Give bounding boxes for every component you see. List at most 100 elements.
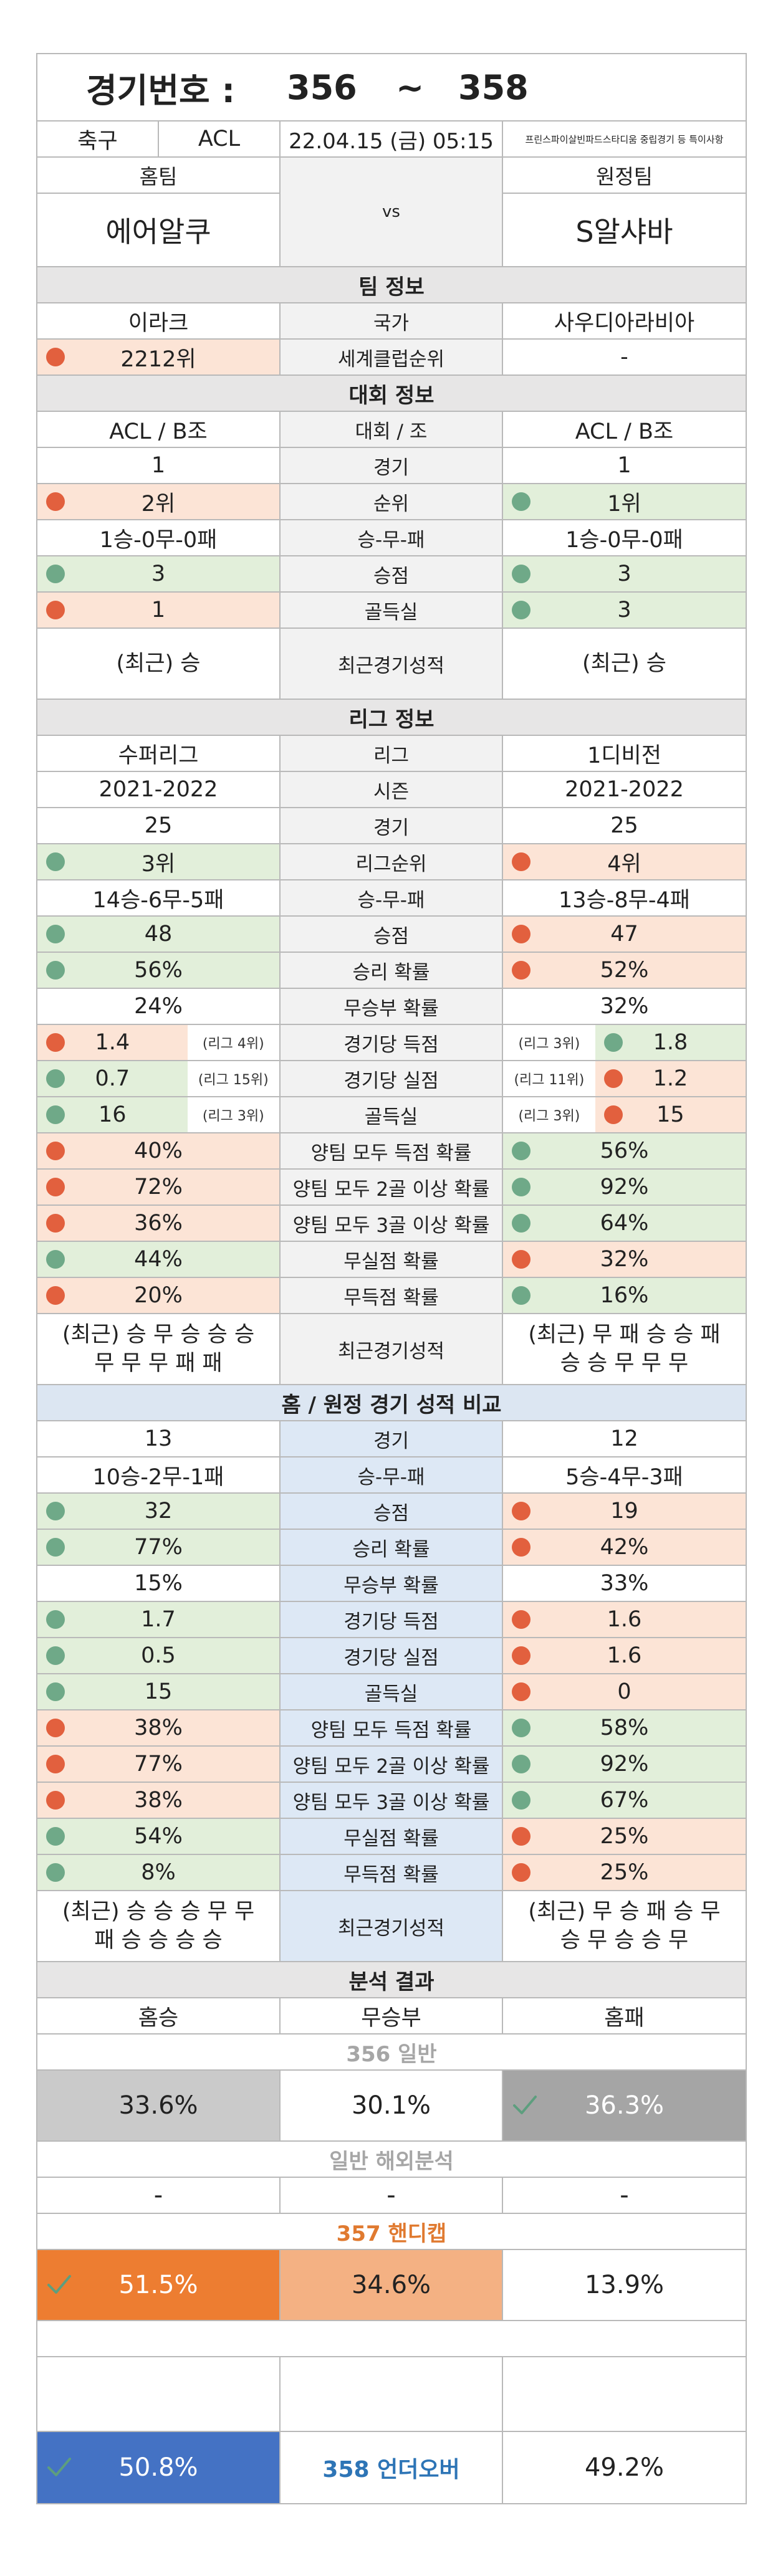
stat-label: 무득점 확률 [281,1855,503,1890]
status-dot [46,1791,65,1810]
probability-text: 13.9% [584,2271,665,2299]
value-text: 44% [134,1247,183,1272]
away-value: 92% [503,1747,746,1782]
stat-label: 골득실 [281,1097,503,1132]
row: 0.7 (리그 15위) 경기당 실점 (리그 11위) 1.2 [37,1061,746,1097]
status-dot [46,961,65,980]
row: 50.8% 358 언더오버 49.2% [37,2432,746,2503]
value-text: ACL / B조 [575,419,674,444]
value-text: 25% [600,1824,649,1849]
value-text: 사우디아라비아 [554,310,695,336]
check-icon [513,2096,537,2114]
away-value: 4위 [503,844,746,879]
away-column: 원정팀 S알샤바 [503,158,746,266]
recent-form: (최근) 승 [116,649,200,678]
check-icon [47,2275,71,2294]
status-dot [46,1178,65,1196]
probability-cell: 36.3% [503,2071,746,2140]
row: 축구 ACL 22.04.15 (금) 05:15 프린스파이살빈파드스타디움 중립경… [37,122,746,158]
value-text: 92% [600,1175,649,1200]
value-text: 77% [134,1752,183,1777]
value-part: 1.4 [37,1025,188,1060]
value-text: 77% [134,1535,183,1560]
status-dot [512,1250,531,1269]
away-value: 1승-0무-0패 [503,520,746,555]
status-dot [46,1538,65,1557]
home-value: 40% [37,1133,281,1168]
home-value: 8% [37,1855,281,1890]
block-title: 357 핸디캡 [336,2221,447,2246]
value-text: 4위 [607,851,641,877]
home-value: 13 [37,1421,281,1456]
value-text: 67% [600,1788,649,1813]
value-text: 3 [617,598,631,623]
value-text: 32% [600,994,649,1019]
section-header: 대회 정보 [37,376,746,411]
match-info: 프린스파이살빈파드스타디움 중립경기 등 특이사항 [525,133,724,145]
section-header: 리그 정보 [37,700,746,735]
row [37,2357,746,2432]
value-text: 15 [144,1679,173,1704]
stat-label: 최근경기성적 [281,1314,503,1384]
probability-text: - [153,2181,163,2210]
row: 8% 무득점 확률 25% [37,1855,746,1891]
result-column: 홈승 [37,1998,281,2033]
away-value: - [503,340,746,374]
value-text: 56% [600,1138,649,1163]
status-dot [512,852,531,871]
status-dot [512,1214,531,1233]
stat-label: 무득점 확률 [281,1278,503,1313]
stat-label: 승점 [281,556,503,591]
probability-text: - [620,2181,629,2210]
status-dot [46,492,65,511]
match-info: 축구 [37,122,159,156]
home-value: 3 [37,556,281,591]
stat-label: 양팀 모두 3골 이상 확률 [281,1783,503,1818]
home-team: 에어알쿠 [105,215,211,249]
value-text: 2위 [141,491,176,517]
row: 3위 리그순위 4위 [37,844,746,880]
value-text: 10승-2무-1패 [92,1464,224,1490]
probability-text: 30.1% [351,2091,431,2120]
stat-label: 경기당 득점 [281,1602,503,1637]
stat-label: 경기 [281,1421,503,1456]
row: 48 승점 47 [37,917,746,953]
form-line: 무 무 무 패 패 [94,1351,223,1376]
league-rank-note: (리그 15위) [198,1072,269,1088]
league-rank-note: (리그 3위) [518,1036,580,1052]
home-value: 1 [37,593,281,627]
away-value: 19 [503,1494,746,1529]
value-text: 15 [656,1102,684,1127]
row: 20% 무득점 확률 16% [37,1278,746,1314]
row: 38% 양팀 모두 3골 이상 확률 67% [37,1783,746,1819]
value-text: 1승-0무-0패 [565,527,683,553]
value-part: 15 [595,1097,746,1132]
value-text: 32 [144,1499,173,1524]
stat-label: 승리 확률 [281,953,503,988]
stat-label: 경기 [281,448,503,483]
match-info: 22.04.15 (금) 05:15 [281,122,503,156]
status-dot [512,1863,531,1882]
status-dot [512,1719,531,1737]
block-title: 356 일반 [346,2041,437,2067]
home-value: 16 (리그 3위) [37,1097,281,1132]
away-value: 64% [503,1206,746,1241]
section-header: 분석 결과 [37,1962,746,1997]
probability-cell: 49.2% [503,2432,746,2503]
form-line: (최근) 승 [582,651,667,676]
empty-cell [281,2357,503,2431]
status-dot [512,1791,531,1810]
value-text: 1.7 [141,1607,176,1632]
away-value: 47 [503,917,746,952]
away-value: 32% [503,989,746,1024]
check-icon [47,2458,71,2476]
stat-label: 리그 [281,736,503,771]
away-value: 2021-2022 [503,772,746,807]
row: 51.5% 34.6% 13.9% [37,2250,746,2321]
